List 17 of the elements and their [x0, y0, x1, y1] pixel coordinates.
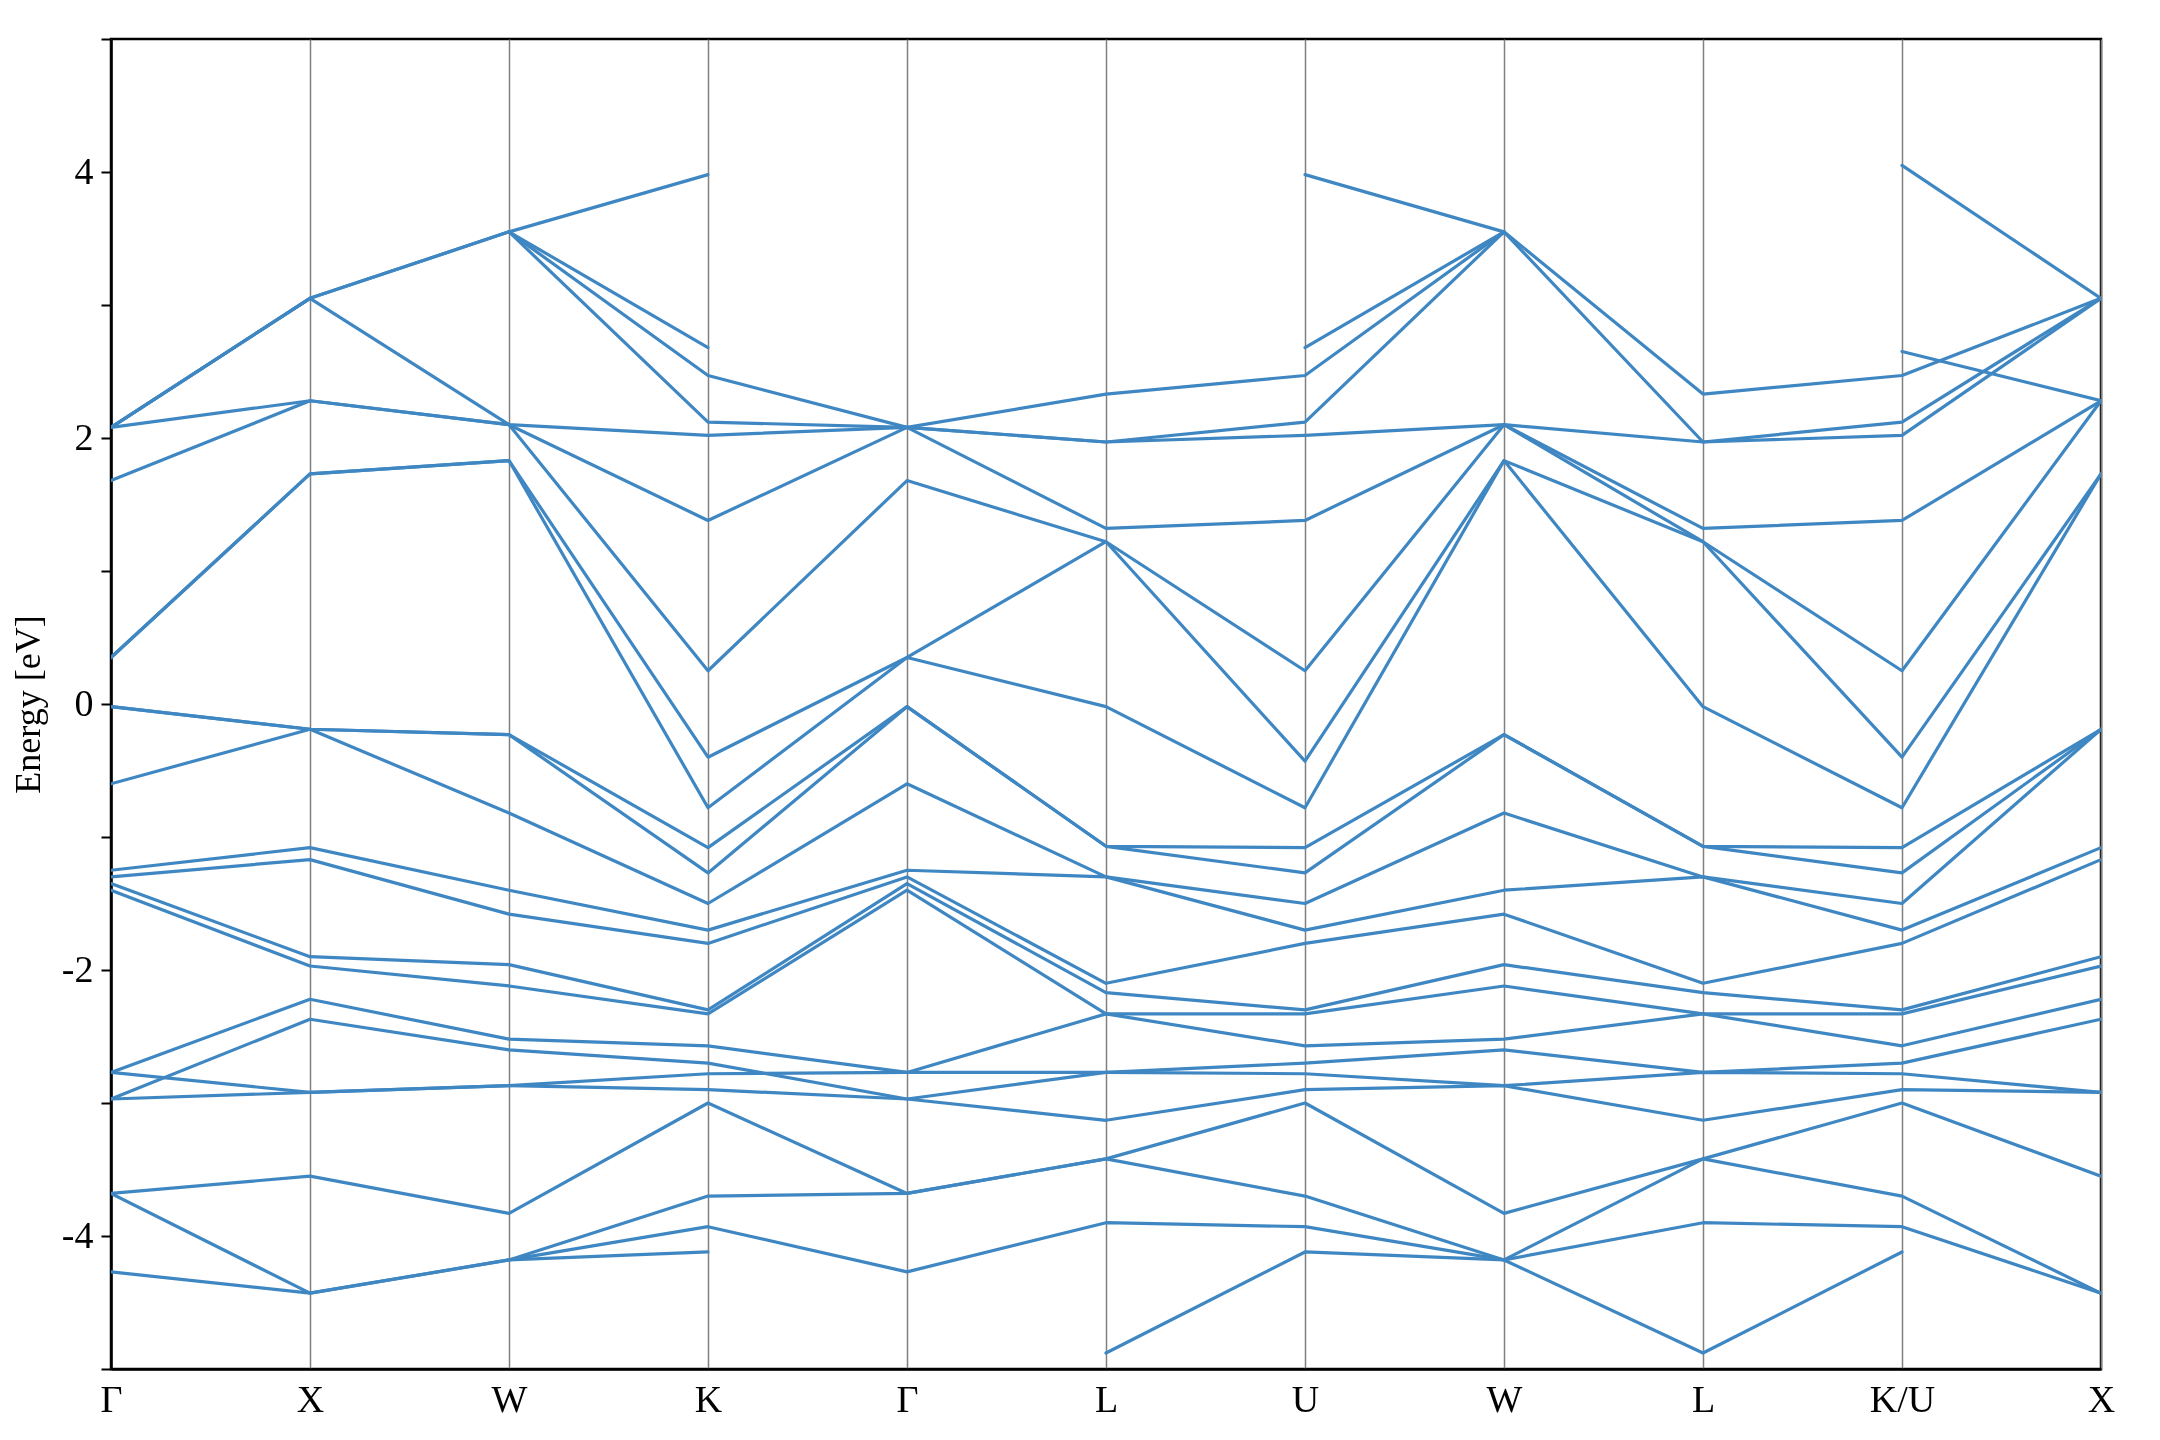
x-tick-label: X [2087, 1377, 2116, 1420]
x-tick-label: K [694, 1377, 723, 1420]
y-tick-label: 0 [74, 681, 94, 724]
y-tick-label: 2 [74, 415, 94, 458]
x-tick-label: X [296, 1377, 325, 1420]
x-tick-label: K/U [1869, 1377, 1936, 1420]
x-tick-label: W [491, 1377, 528, 1420]
x-tick-label: Γ [896, 1377, 919, 1420]
x-tick-label: Γ [100, 1377, 123, 1420]
y-tick-label: 4 [74, 149, 94, 192]
x-tick-label: L [1094, 1377, 1119, 1420]
x-tick-label: L [1691, 1377, 1716, 1420]
x-tick-label: U [1291, 1377, 1320, 1420]
y-tick-label: -2 [61, 947, 94, 990]
y-tick-label: -4 [61, 1213, 94, 1256]
y-axis-title: Energy [eV] [7, 615, 48, 794]
x-tick-label: W [1486, 1377, 1523, 1420]
